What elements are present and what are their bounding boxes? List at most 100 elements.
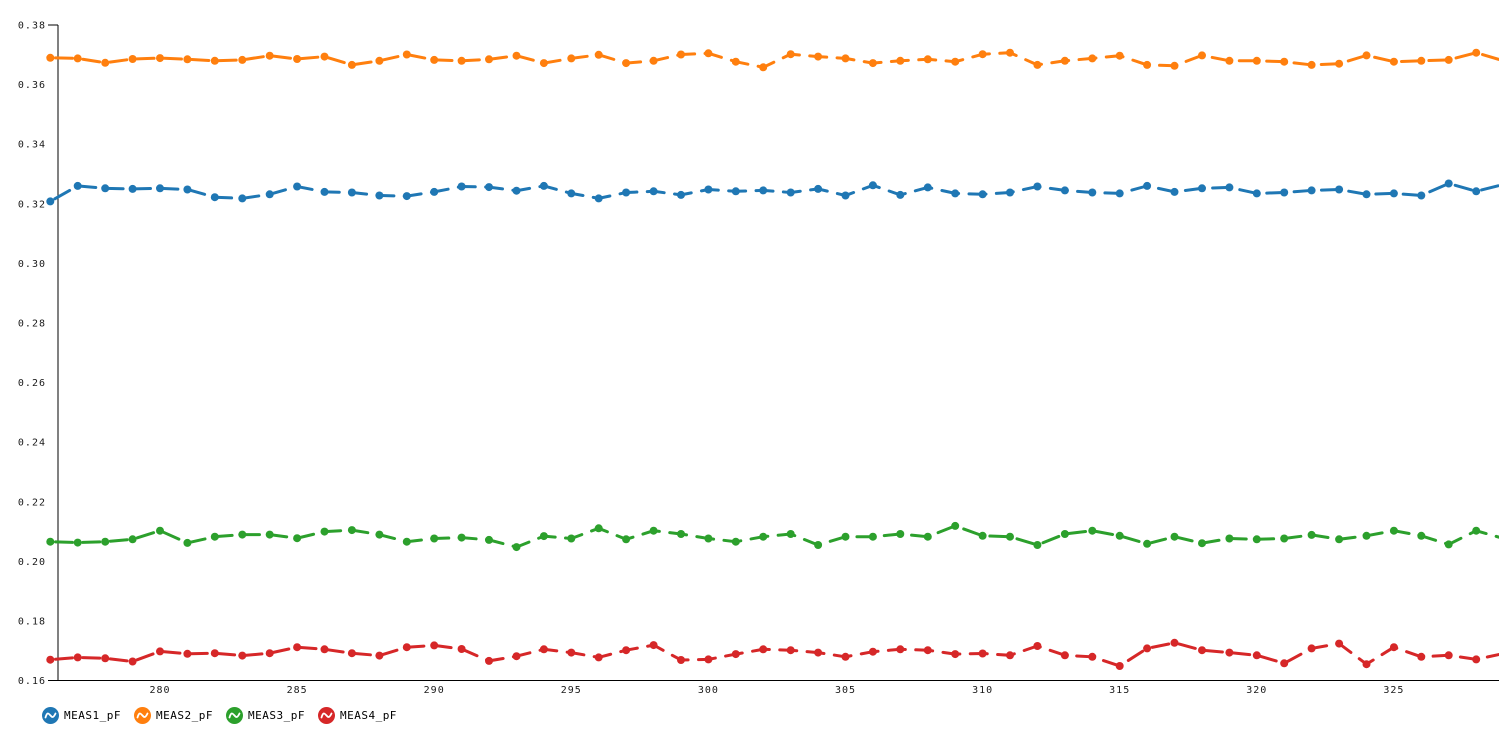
data-point	[485, 656, 493, 665]
data-point	[896, 645, 905, 654]
legend-item-meas1_pf[interactable]: MEAS1_pF	[42, 707, 121, 724]
legend-label: MEAS1_pF	[64, 709, 121, 722]
data-point	[978, 50, 987, 59]
data-point	[1143, 539, 1152, 548]
data-point	[183, 185, 192, 194]
data-point	[841, 532, 850, 541]
data-point	[210, 532, 219, 541]
data-point	[320, 527, 329, 536]
data-point	[978, 190, 987, 199]
data-point	[1252, 189, 1261, 198]
data-point	[1280, 188, 1289, 197]
data-point	[677, 656, 685, 664]
data-point	[1225, 648, 1234, 657]
data-point	[1060, 651, 1069, 660]
data-point	[951, 650, 960, 659]
data-point	[594, 524, 603, 533]
data-point	[1362, 660, 1371, 669]
data-point	[649, 187, 658, 196]
series-MEAS4_pF	[46, 638, 1499, 670]
legend-item-meas2_pf[interactable]: MEAS2_pF	[133, 707, 213, 724]
data-point	[101, 184, 110, 193]
data-point	[841, 54, 850, 63]
data-point	[649, 641, 658, 650]
data-point	[814, 184, 823, 193]
data-point	[210, 649, 219, 658]
data-point	[1115, 51, 1124, 60]
data-point	[1088, 526, 1097, 535]
data-point	[457, 56, 466, 65]
data-point	[238, 194, 247, 203]
data-point	[1115, 662, 1124, 670]
legend-item-meas3_pf[interactable]: MEAS3_pF	[225, 707, 305, 724]
data-point	[594, 50, 603, 59]
y-tick-label: 0.20	[18, 557, 46, 568]
data-point	[347, 649, 356, 658]
legend-label: MEAS4_pF	[339, 709, 397, 722]
data-point	[622, 59, 631, 68]
data-point	[375, 530, 384, 539]
data-point	[1417, 652, 1426, 661]
data-point	[46, 53, 55, 62]
data-point	[923, 183, 932, 192]
legend-label: MEAS3_pF	[247, 709, 305, 722]
data-point	[1417, 531, 1426, 540]
data-point	[1033, 642, 1042, 650]
data-point	[293, 643, 302, 652]
data-point	[1033, 60, 1042, 69]
x-tick-labels: 280 285 290 295 300 305 310 315 320 325	[149, 685, 1404, 696]
data-point	[1252, 651, 1261, 660]
data-point	[1252, 56, 1261, 65]
data-point	[485, 535, 493, 544]
data-point	[896, 190, 905, 199]
data-point	[1170, 187, 1179, 196]
data-point	[1060, 530, 1069, 538]
data-point	[485, 183, 493, 192]
data-point	[649, 56, 658, 65]
data-point	[1252, 535, 1261, 544]
data-point	[512, 652, 521, 661]
data-point	[896, 530, 905, 538]
line-series-icon	[42, 707, 59, 724]
data-point	[320, 645, 329, 654]
data-point	[1143, 181, 1152, 190]
data-point	[156, 647, 164, 656]
data-point	[567, 54, 576, 63]
series-MEAS2_pF	[46, 48, 1499, 72]
legend-item-meas4_pf[interactable]: MEAS4_pF	[317, 707, 397, 724]
data-point	[731, 537, 740, 546]
data-point	[978, 531, 987, 540]
data-point	[649, 526, 658, 535]
data-point	[1335, 59, 1344, 68]
data-point	[73, 653, 82, 662]
x-tick-label: 325	[1383, 685, 1404, 696]
data-point	[1362, 190, 1371, 199]
data-point	[1362, 531, 1371, 540]
data-point	[622, 646, 631, 655]
data-point	[238, 651, 247, 660]
y-tick-label: 0.24	[18, 438, 46, 449]
data-point	[183, 538, 192, 547]
data-point	[101, 58, 110, 67]
data-point	[156, 526, 164, 535]
x-tick-label: 295	[561, 685, 582, 696]
data-point	[347, 60, 356, 69]
data-point	[1198, 184, 1206, 193]
data-point	[265, 530, 274, 539]
data-point	[430, 534, 439, 543]
data-point	[622, 188, 631, 197]
data-point	[183, 649, 192, 658]
data-point	[1307, 186, 1316, 195]
data-point	[1060, 186, 1069, 195]
data-point	[567, 648, 576, 657]
data-point	[677, 50, 685, 59]
data-point	[1006, 48, 1014, 57]
data-point	[1143, 644, 1152, 653]
data-point	[567, 189, 576, 198]
data-point	[1362, 51, 1371, 60]
data-point	[457, 645, 466, 653]
axes	[48, 24, 1499, 682]
data-point	[347, 526, 356, 535]
data-point	[1444, 651, 1453, 660]
